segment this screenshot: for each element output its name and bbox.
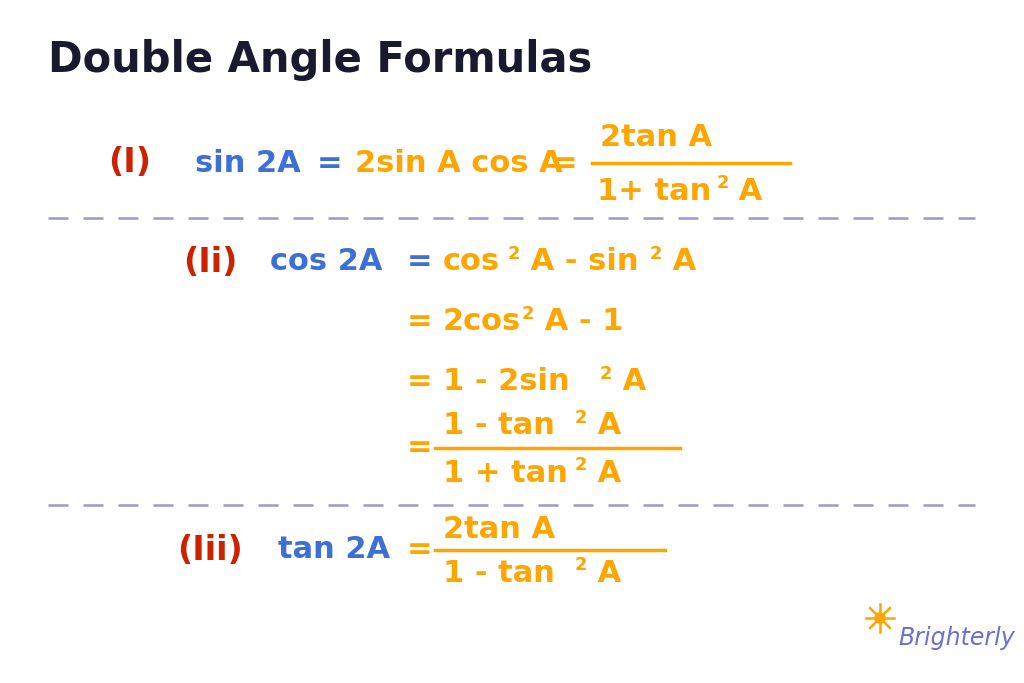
Text: A: A xyxy=(662,247,696,277)
Circle shape xyxy=(874,613,885,623)
Text: A: A xyxy=(587,458,622,488)
Text: A - 1: A - 1 xyxy=(534,307,624,337)
Text: 2: 2 xyxy=(522,305,535,323)
Text: Brighterly: Brighterly xyxy=(898,626,1015,650)
Text: 1 - 2sin: 1 - 2sin xyxy=(443,367,569,397)
Text: =: = xyxy=(408,367,433,397)
Text: A: A xyxy=(728,176,762,206)
Text: Double Angle Formulas: Double Angle Formulas xyxy=(48,39,592,81)
Text: 2: 2 xyxy=(717,174,729,192)
Text: tan 2A: tan 2A xyxy=(278,535,390,565)
Text: A: A xyxy=(612,367,646,397)
Text: A: A xyxy=(587,411,622,441)
Text: 2: 2 xyxy=(575,556,588,574)
Text: 2tan A: 2tan A xyxy=(443,516,555,544)
Text: 2: 2 xyxy=(508,245,520,263)
Text: =: = xyxy=(408,434,433,462)
Text: (Iii): (Iii) xyxy=(177,533,243,566)
Text: 2: 2 xyxy=(575,456,588,474)
Text: 1 + tan: 1 + tan xyxy=(443,458,568,488)
Text: 2cos: 2cos xyxy=(443,307,521,337)
Text: =: = xyxy=(552,148,578,178)
Text: =: = xyxy=(408,247,433,277)
Text: (Ii): (Ii) xyxy=(183,245,238,279)
Text: 2: 2 xyxy=(650,245,663,263)
Text: A - sin: A - sin xyxy=(520,247,639,277)
Text: A: A xyxy=(587,559,622,587)
Text: 1 - tan: 1 - tan xyxy=(443,559,555,587)
Text: =: = xyxy=(408,307,433,337)
Text: cos: cos xyxy=(443,247,500,277)
Text: =: = xyxy=(408,535,433,565)
Text: (I): (I) xyxy=(109,146,152,180)
Text: 2tan A: 2tan A xyxy=(600,124,712,152)
Text: sin 2A: sin 2A xyxy=(195,148,301,178)
Text: 1 - tan: 1 - tan xyxy=(443,411,555,441)
Text: cos 2A: cos 2A xyxy=(270,247,383,277)
Text: 2: 2 xyxy=(600,365,612,383)
Text: 2sin A cos A: 2sin A cos A xyxy=(355,148,563,178)
Text: 1+ tan: 1+ tan xyxy=(597,176,712,206)
Text: =: = xyxy=(317,148,343,178)
Text: 2: 2 xyxy=(575,409,588,427)
